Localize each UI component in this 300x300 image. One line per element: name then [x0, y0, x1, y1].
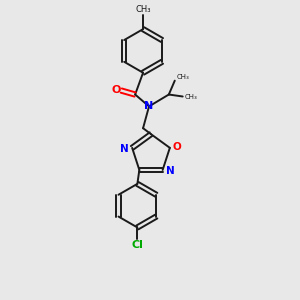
Text: O: O: [112, 85, 121, 94]
Text: Cl: Cl: [131, 240, 143, 250]
Text: CH₃: CH₃: [135, 5, 151, 14]
Text: CH₃: CH₃: [185, 94, 197, 100]
Text: CH₃: CH₃: [177, 74, 190, 80]
Text: O: O: [173, 142, 182, 152]
Text: N: N: [166, 166, 174, 176]
Text: N: N: [144, 101, 154, 111]
Text: N: N: [120, 144, 129, 154]
